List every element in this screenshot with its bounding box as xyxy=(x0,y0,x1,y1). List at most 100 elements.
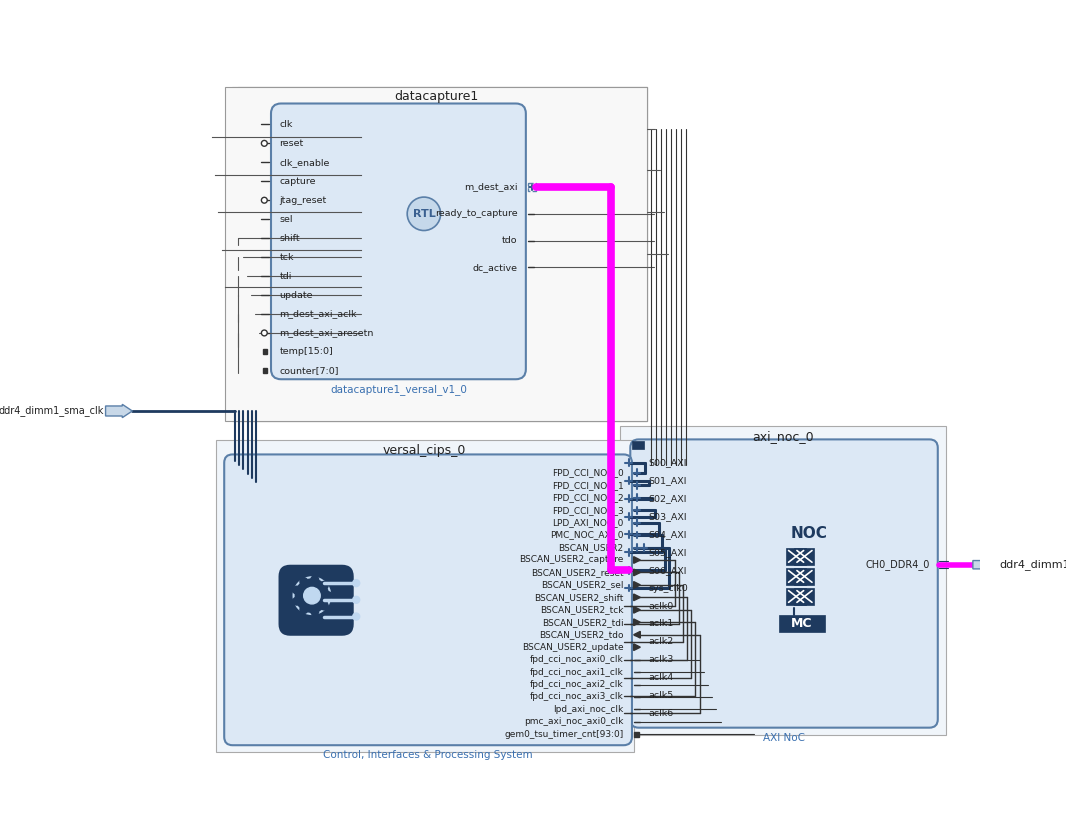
Text: NOC: NOC xyxy=(790,527,827,542)
Text: gem0_tsu_timer_cnt[93:0]: gem0_tsu_timer_cnt[93:0] xyxy=(504,730,624,739)
FancyBboxPatch shape xyxy=(271,103,526,379)
Polygon shape xyxy=(633,607,641,613)
FancyBboxPatch shape xyxy=(630,439,938,728)
Text: BSCAN_USER2_capture: BSCAN_USER2_capture xyxy=(519,556,624,564)
Text: jtag_reset: jtag_reset xyxy=(279,196,326,205)
Text: counter[7:0]: counter[7:0] xyxy=(279,366,339,375)
Text: BSCAN_USER2_reset: BSCAN_USER2_reset xyxy=(531,568,624,577)
Circle shape xyxy=(261,330,268,336)
Text: BSCAN_USER2_shift: BSCAN_USER2_shift xyxy=(534,593,624,602)
Text: ddr4_dimm1_sma_clk: ddr4_dimm1_sma_clk xyxy=(0,405,103,417)
Text: BSCAN_USER2_update: BSCAN_USER2_update xyxy=(522,642,624,651)
Text: ddr4_dimm1: ddr4_dimm1 xyxy=(1000,559,1066,570)
Text: S01_AXI: S01_AXI xyxy=(649,476,688,485)
Text: tdi: tdi xyxy=(279,271,292,280)
Text: sel: sel xyxy=(279,215,293,224)
Text: aclk5: aclk5 xyxy=(649,691,674,700)
Text: lpd_axi_noc_clk: lpd_axi_noc_clk xyxy=(553,705,624,714)
Text: AXI NoC: AXI NoC xyxy=(763,733,805,743)
Circle shape xyxy=(310,607,320,617)
Circle shape xyxy=(261,141,268,146)
Circle shape xyxy=(292,597,302,606)
Text: dc_active: dc_active xyxy=(472,263,517,272)
Text: update: update xyxy=(279,290,312,300)
Text: ready_to_capture: ready_to_capture xyxy=(435,210,517,218)
Circle shape xyxy=(304,587,320,604)
Text: PMC_NOC_AXI_0: PMC_NOC_AXI_0 xyxy=(550,531,624,540)
Text: S03_AXI: S03_AXI xyxy=(649,512,688,521)
Text: aclk6: aclk6 xyxy=(649,709,674,718)
Text: sys_clk0: sys_clk0 xyxy=(649,583,689,592)
Text: clk: clk xyxy=(279,120,293,129)
Text: S04_AXI: S04_AXI xyxy=(649,530,688,539)
Text: aclk0: aclk0 xyxy=(649,602,674,611)
Circle shape xyxy=(310,575,320,584)
Circle shape xyxy=(304,588,320,603)
Text: m_dest_axi_aclk: m_dest_axi_aclk xyxy=(279,310,357,319)
Text: BSCAN_USER2: BSCAN_USER2 xyxy=(559,543,624,552)
Bar xyxy=(786,588,806,605)
Circle shape xyxy=(300,577,308,587)
Text: aclk1: aclk1 xyxy=(649,620,674,628)
Polygon shape xyxy=(633,619,641,626)
Text: BSCAN_USER2_tdi: BSCAN_USER2_tdi xyxy=(542,618,624,626)
Bar xyxy=(231,87,647,421)
Text: S02_AXI: S02_AXI xyxy=(649,494,688,503)
Text: m_dest_axi: m_dest_axi xyxy=(464,182,517,191)
Text: FPD_CCI_NOC_0: FPD_CCI_NOC_0 xyxy=(552,468,624,478)
Bar xyxy=(262,349,266,354)
Bar xyxy=(620,426,947,735)
Text: S05_AXI: S05_AXI xyxy=(649,547,688,557)
Bar xyxy=(632,441,644,449)
Text: S00_AXI: S00_AXI xyxy=(649,458,688,468)
Text: fpd_cci_noc_axi2_clk: fpd_cci_noc_axi2_clk xyxy=(530,680,624,689)
Bar xyxy=(786,568,806,585)
Text: reset: reset xyxy=(279,139,304,148)
Text: temp[15:0]: temp[15:0] xyxy=(279,348,333,356)
Text: clk_enable: clk_enable xyxy=(279,158,329,166)
Text: aclk4: aclk4 xyxy=(649,673,674,682)
Text: MC: MC xyxy=(791,617,812,630)
Circle shape xyxy=(320,602,329,611)
Text: capture: capture xyxy=(279,176,316,186)
Polygon shape xyxy=(633,644,641,651)
Bar xyxy=(786,548,806,565)
Text: BSCAN_USER2_tdo: BSCAN_USER2_tdo xyxy=(539,630,624,639)
Circle shape xyxy=(320,581,329,590)
Text: aclk2: aclk2 xyxy=(649,637,674,646)
Circle shape xyxy=(407,197,440,230)
Text: axi_noc_0: axi_noc_0 xyxy=(753,429,814,443)
Bar xyxy=(528,183,536,191)
Circle shape xyxy=(293,577,330,614)
Text: tck: tck xyxy=(279,253,294,261)
FancyBboxPatch shape xyxy=(278,565,354,636)
Polygon shape xyxy=(633,594,641,601)
Text: CH0_DDR4_0: CH0_DDR4_0 xyxy=(865,559,930,570)
Text: FPD_CCI_NOC_1: FPD_CCI_NOC_1 xyxy=(552,481,624,490)
Polygon shape xyxy=(633,582,641,588)
Text: BSCAN_USER2_sel: BSCAN_USER2_sel xyxy=(542,581,624,589)
Bar xyxy=(239,87,647,421)
Circle shape xyxy=(323,591,333,600)
Circle shape xyxy=(261,197,268,203)
Text: versal_cips_0: versal_cips_0 xyxy=(383,443,467,457)
Text: m_dest_axi_aresetn: m_dest_axi_aresetn xyxy=(279,329,374,338)
Circle shape xyxy=(300,605,308,614)
Text: Control, Interfaces & Processing System: Control, Interfaces & Processing System xyxy=(323,750,533,760)
Circle shape xyxy=(352,596,360,604)
Polygon shape xyxy=(633,569,641,576)
Circle shape xyxy=(352,612,360,621)
Bar xyxy=(225,87,647,421)
Text: FPD_CCI_NOC_2: FPD_CCI_NOC_2 xyxy=(552,493,624,503)
Polygon shape xyxy=(633,557,641,563)
Text: BSCAN_USER2_tck: BSCAN_USER2_tck xyxy=(540,606,624,614)
FancyArrow shape xyxy=(106,404,132,418)
Text: fpd_cci_noc_axi3_clk: fpd_cci_noc_axi3_clk xyxy=(530,692,624,701)
Text: datacapture1: datacapture1 xyxy=(394,91,479,103)
Bar xyxy=(794,588,814,605)
Text: datacapture1_versal_v1_0: datacapture1_versal_v1_0 xyxy=(330,384,467,394)
Text: fpd_cci_noc_axi0_clk: fpd_cci_noc_axi0_clk xyxy=(530,655,624,664)
Bar xyxy=(262,369,266,374)
Polygon shape xyxy=(633,631,641,638)
Circle shape xyxy=(292,586,302,595)
